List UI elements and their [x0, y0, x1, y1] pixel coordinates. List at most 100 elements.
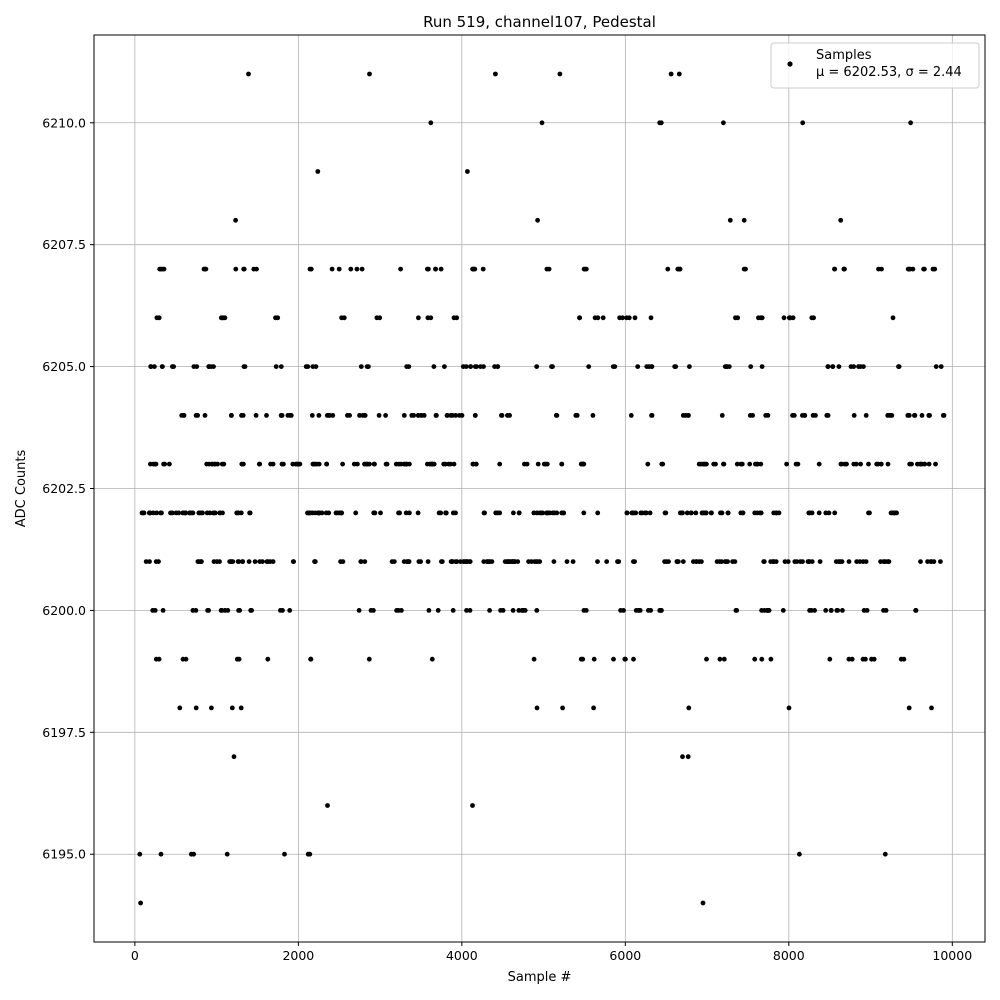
data-point [721, 120, 726, 126]
data-point [453, 413, 458, 418]
data-point [465, 169, 470, 174]
data-point [463, 364, 469, 369]
data-point [668, 71, 674, 77]
data-point [666, 559, 671, 564]
data-point [454, 559, 460, 564]
data-point [721, 461, 727, 467]
data-point [797, 851, 802, 857]
data-point [355, 461, 360, 467]
data-point [631, 510, 637, 516]
data-point [636, 608, 642, 613]
data-point [471, 266, 477, 272]
data-point [768, 656, 774, 662]
data-point [312, 559, 318, 564]
data-point [340, 559, 346, 564]
data-point [376, 413, 382, 418]
data-point [773, 559, 779, 564]
y-tick-label: 6200.0 [42, 603, 86, 618]
data-point [901, 656, 907, 662]
data-point [851, 413, 857, 418]
data-point [844, 461, 849, 467]
data-point [723, 559, 729, 564]
data-point [809, 510, 815, 516]
data-point [882, 851, 888, 857]
data-point [482, 510, 487, 516]
data-point [853, 461, 859, 467]
data-point [238, 510, 244, 516]
data-point [225, 608, 231, 613]
data-point [362, 461, 367, 467]
data-point [889, 413, 895, 418]
data-point [291, 559, 296, 564]
data-point [938, 364, 944, 369]
data-point [326, 413, 332, 418]
y-tick-label: 6195.0 [42, 847, 86, 862]
data-point [378, 510, 383, 516]
data-point [800, 559, 805, 564]
data-point [307, 510, 312, 516]
data-point [305, 364, 311, 369]
data-point [391, 559, 397, 564]
data-point [371, 608, 376, 613]
data-point [631, 656, 636, 662]
data-point [206, 608, 212, 613]
data-point [574, 413, 580, 418]
data-point [551, 559, 557, 564]
data-point [867, 510, 872, 516]
data-point [507, 413, 512, 418]
data-point [287, 413, 293, 418]
data-point [156, 315, 162, 321]
data-point [211, 364, 216, 369]
data-point [279, 413, 285, 418]
data-point [160, 364, 165, 369]
data-point [515, 559, 521, 564]
data-point [784, 461, 789, 467]
data-point [151, 461, 156, 467]
data-point [866, 461, 871, 467]
data-point [717, 656, 723, 662]
data-point [401, 413, 407, 418]
data-point [864, 608, 870, 613]
data-point [554, 413, 560, 418]
data-point [394, 608, 399, 613]
data-point [858, 364, 863, 369]
data-point [932, 266, 938, 272]
data-point [137, 851, 143, 857]
data-point [590, 413, 596, 418]
data-point [577, 315, 582, 321]
data-point [282, 851, 287, 857]
data-point [658, 120, 664, 126]
data-point [429, 656, 435, 662]
data-point [560, 705, 565, 711]
data-point [809, 559, 815, 564]
data-point [727, 217, 733, 223]
data-point [240, 559, 246, 564]
data-point [358, 364, 364, 369]
data-point [759, 656, 765, 662]
data-point [791, 413, 797, 418]
data-point [336, 266, 342, 272]
data-point [246, 71, 251, 77]
data-point [315, 169, 321, 174]
data-point [790, 315, 796, 321]
data-point [785, 559, 791, 564]
data-point [415, 510, 421, 516]
data-point [885, 461, 891, 467]
data-point [329, 266, 335, 272]
data-point [806, 510, 812, 516]
x-axis-label: Sample # [508, 970, 572, 985]
data-point [219, 608, 225, 613]
data-point [199, 559, 204, 564]
data-point [591, 705, 596, 711]
data-point [735, 315, 741, 321]
data-point [628, 413, 634, 418]
data-point [570, 559, 576, 564]
data-point [326, 510, 332, 516]
data-point [743, 266, 748, 272]
data-point [649, 413, 655, 418]
data-point [564, 559, 570, 564]
data-point [448, 461, 453, 467]
data-point [148, 364, 154, 369]
data-point [464, 608, 469, 613]
data-point [832, 266, 838, 272]
